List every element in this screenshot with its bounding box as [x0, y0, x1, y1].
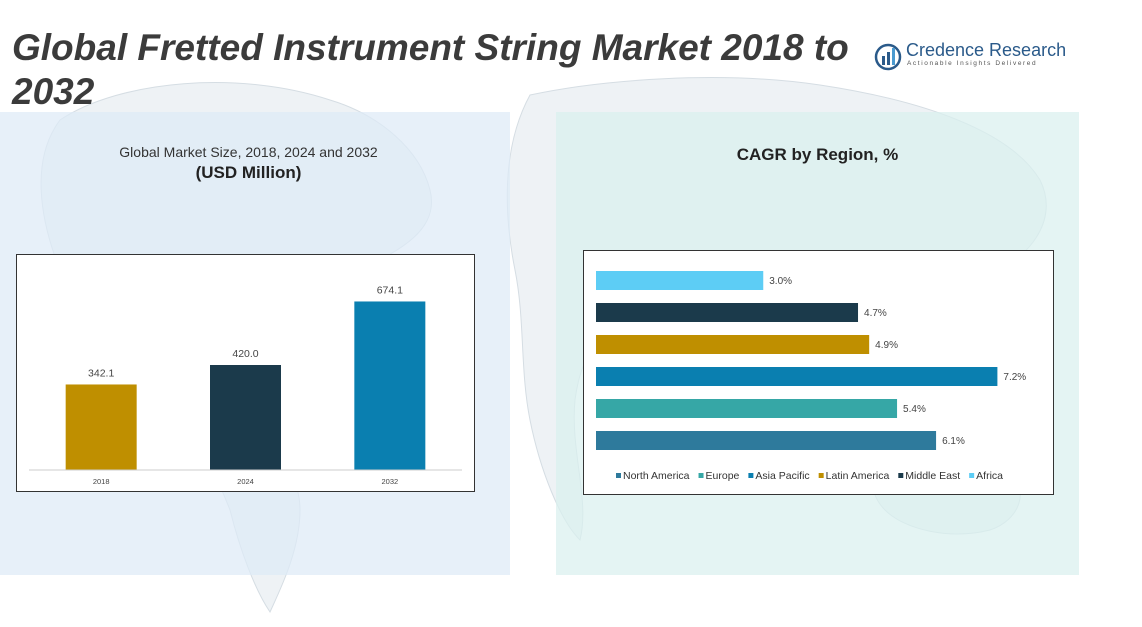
legend-label: Africa	[976, 470, 1003, 482]
bar-2018	[65, 384, 137, 470]
bar-value-label: 6.1%	[942, 436, 965, 447]
bar-europe	[596, 399, 898, 418]
legend-item: Middle East	[898, 470, 960, 482]
legend-label: Asia Pacific	[755, 470, 809, 482]
cagr-chart-title: CAGR by Region, %	[736, 145, 899, 164]
market-size-bar-chart: 342.1 2018 420.0 2024 674.1 2032	[29, 284, 462, 486]
legend-swatch	[698, 473, 704, 478]
logo-name: Credence Research	[906, 40, 1067, 60]
legend-item: Latin America	[818, 470, 890, 482]
bar-value-label: 3.0%	[769, 276, 792, 287]
legend-swatch	[748, 473, 754, 478]
logo-tagline: Actionable Insights Delivered	[907, 60, 1038, 67]
x-tick-label: 2018	[93, 477, 110, 486]
bar-north-america	[596, 431, 937, 450]
legend-item: North America	[616, 470, 690, 482]
legend-item: Africa	[969, 470, 1003, 482]
legend-label: Latin America	[826, 470, 890, 482]
bar-2024	[210, 365, 281, 470]
bar-value-label: 4.9%	[875, 340, 898, 351]
legend-item: Europe	[698, 470, 740, 482]
legend-swatch	[818, 473, 824, 478]
credence-research-logo: Credence Research Actionable Insights De…	[874, 40, 1067, 72]
bar-value-label: 7.2%	[1003, 372, 1026, 383]
bar-africa	[596, 271, 764, 290]
x-tick-label: 2032	[381, 477, 398, 486]
page-title: Global Fretted Instrument String Market …	[12, 27, 849, 112]
bar-latin-america	[596, 335, 870, 354]
cagr-chart: 3.0% 4.7% 4.9% 7.2% 5.4% 6.1% North America Eur…	[583, 250, 1054, 495]
legend-swatch	[969, 473, 975, 478]
bar-value-label: 4.7%	[864, 308, 887, 319]
bar-middle-east	[596, 303, 859, 322]
bar-value-label: 342.1	[88, 367, 114, 379]
legend-item: Asia Pacific	[748, 470, 810, 482]
x-tick-label: 2024	[237, 477, 254, 486]
logo-mark-icon	[874, 43, 902, 71]
bar-value-label: 420.0	[232, 348, 258, 360]
legend-swatch	[898, 473, 904, 478]
legend-label: Middle East	[905, 470, 960, 482]
market-size-chart: 342.1 2018 420.0 2024 674.1 2032	[16, 254, 475, 492]
bar-value-label: 5.4%	[903, 404, 926, 415]
market-size-subtitle: Global Market Size, 2018, 2024 and 2032	[119, 144, 378, 160]
legend-swatch	[616, 473, 621, 478]
market-size-unit: (USD Million)	[195, 163, 302, 182]
bar-value-label: 674.1	[377, 284, 403, 296]
legend-label: North America	[623, 470, 690, 482]
bar-asia-pacific	[596, 367, 998, 386]
legend-label: Europe	[706, 470, 740, 482]
cagr-bar-chart: 3.0% 4.7% 4.9% 7.2% 5.4% 6.1% North America Eur…	[596, 271, 1026, 482]
bar-2032	[354, 301, 426, 470]
